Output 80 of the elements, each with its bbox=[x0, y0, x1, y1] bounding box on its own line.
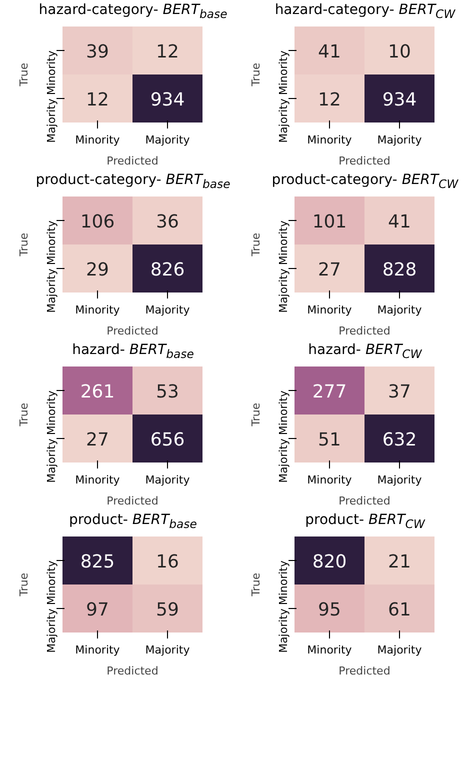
chart-title: hazard- BERT$_{base}$ bbox=[72, 341, 194, 362]
x-tick-label: Majority bbox=[377, 644, 422, 656]
data-label: 39 bbox=[86, 42, 109, 62]
y-tick-label: Minority bbox=[277, 560, 290, 606]
data-label: 41 bbox=[318, 42, 341, 62]
x-tick-label: Minority bbox=[75, 644, 120, 656]
chart-title: product- BERT$_{CW}$ bbox=[305, 511, 425, 532]
data-label: 826 bbox=[150, 260, 185, 280]
data-label: 21 bbox=[388, 552, 411, 572]
data-label: 59 bbox=[156, 600, 179, 620]
y-tick-label: Minority bbox=[277, 50, 290, 96]
y-axis-title: True bbox=[18, 402, 30, 428]
x-axis-title: Predicted bbox=[338, 154, 390, 168]
data-label: 12 bbox=[156, 42, 179, 62]
chart-title: hazard-category- BERT$_{CW}$ bbox=[274, 1, 456, 22]
data-label: 95 bbox=[318, 600, 341, 620]
y-axis-title: True bbox=[18, 572, 30, 598]
data-label: 261 bbox=[80, 382, 115, 402]
y-tick-label: Minority bbox=[45, 390, 58, 436]
data-label: 101 bbox=[312, 212, 347, 232]
data-label: 12 bbox=[318, 90, 341, 110]
x-tick-label: Majority bbox=[145, 304, 190, 316]
data-label: 41 bbox=[388, 212, 411, 232]
x-axis-title: Predicted bbox=[106, 154, 158, 168]
data-label: 37 bbox=[388, 382, 411, 402]
y-axis-title: True bbox=[18, 232, 30, 258]
y-axis-title: True bbox=[250, 62, 262, 88]
y-tick-label: Minority bbox=[45, 220, 58, 266]
data-label: 16 bbox=[156, 552, 179, 572]
data-label: 51 bbox=[318, 430, 341, 450]
y-tick-label: Minority bbox=[45, 50, 58, 96]
data-label: 10 bbox=[388, 42, 411, 62]
y-tick-label: Minority bbox=[45, 560, 58, 606]
x-tick-label: Minority bbox=[307, 304, 352, 316]
x-axis-title: Predicted bbox=[106, 494, 158, 508]
data-label: 53 bbox=[156, 382, 179, 402]
x-tick-label: Majority bbox=[377, 474, 422, 486]
x-tick-label: Majority bbox=[377, 134, 422, 146]
data-label: 36 bbox=[156, 212, 179, 232]
data-label: 97 bbox=[86, 600, 109, 620]
data-label: 61 bbox=[388, 600, 411, 620]
x-tick-label: Majority bbox=[145, 644, 190, 656]
x-tick-label: Minority bbox=[307, 474, 352, 486]
data-label: 29 bbox=[86, 260, 109, 280]
data-label: 277 bbox=[312, 382, 347, 402]
x-tick-label: Minority bbox=[307, 644, 352, 656]
y-axis-title: True bbox=[18, 62, 30, 88]
x-axis-title: Predicted bbox=[338, 494, 390, 508]
y-axis-title: True bbox=[250, 572, 262, 598]
x-tick-label: Minority bbox=[307, 134, 352, 146]
x-axis-title: Predicted bbox=[338, 324, 390, 338]
chart-title: hazard-category- BERT$_{base}$ bbox=[38, 1, 228, 22]
data-label: 632 bbox=[382, 430, 417, 450]
data-label: 828 bbox=[382, 260, 417, 280]
x-axis-title: Predicted bbox=[106, 664, 158, 678]
x-axis-title: Predicted bbox=[106, 324, 158, 338]
data-label: 656 bbox=[150, 430, 185, 450]
chart-title: product- BERT$_{base}$ bbox=[69, 511, 197, 532]
y-axis-title: True bbox=[250, 402, 262, 428]
data-label: 825 bbox=[80, 552, 115, 572]
x-tick-label: Majority bbox=[377, 304, 422, 316]
y-tick-label: Minority bbox=[277, 220, 290, 266]
y-axis-title: True bbox=[250, 232, 262, 258]
x-tick-label: Majority bbox=[145, 134, 190, 146]
chart-title: hazard- BERT$_{CW}$ bbox=[308, 341, 422, 362]
chart-title: product-category- BERT$_{base}$ bbox=[36, 171, 230, 192]
data-label: 934 bbox=[150, 90, 185, 110]
data-label: 934 bbox=[382, 90, 417, 110]
chart-title: product-category- BERT$_{CW}$ bbox=[272, 171, 458, 192]
y-tick-label: Minority bbox=[277, 390, 290, 436]
x-tick-label: Minority bbox=[75, 304, 120, 316]
x-tick-label: Majority bbox=[145, 474, 190, 486]
x-tick-label: Minority bbox=[75, 134, 120, 146]
data-label: 27 bbox=[86, 430, 109, 450]
x-tick-label: Minority bbox=[75, 474, 120, 486]
x-axis-title: Predicted bbox=[338, 664, 390, 678]
data-label: 820 bbox=[312, 552, 347, 572]
data-label: 27 bbox=[318, 260, 341, 280]
data-label: 106 bbox=[80, 212, 115, 232]
data-label: 12 bbox=[86, 90, 109, 110]
